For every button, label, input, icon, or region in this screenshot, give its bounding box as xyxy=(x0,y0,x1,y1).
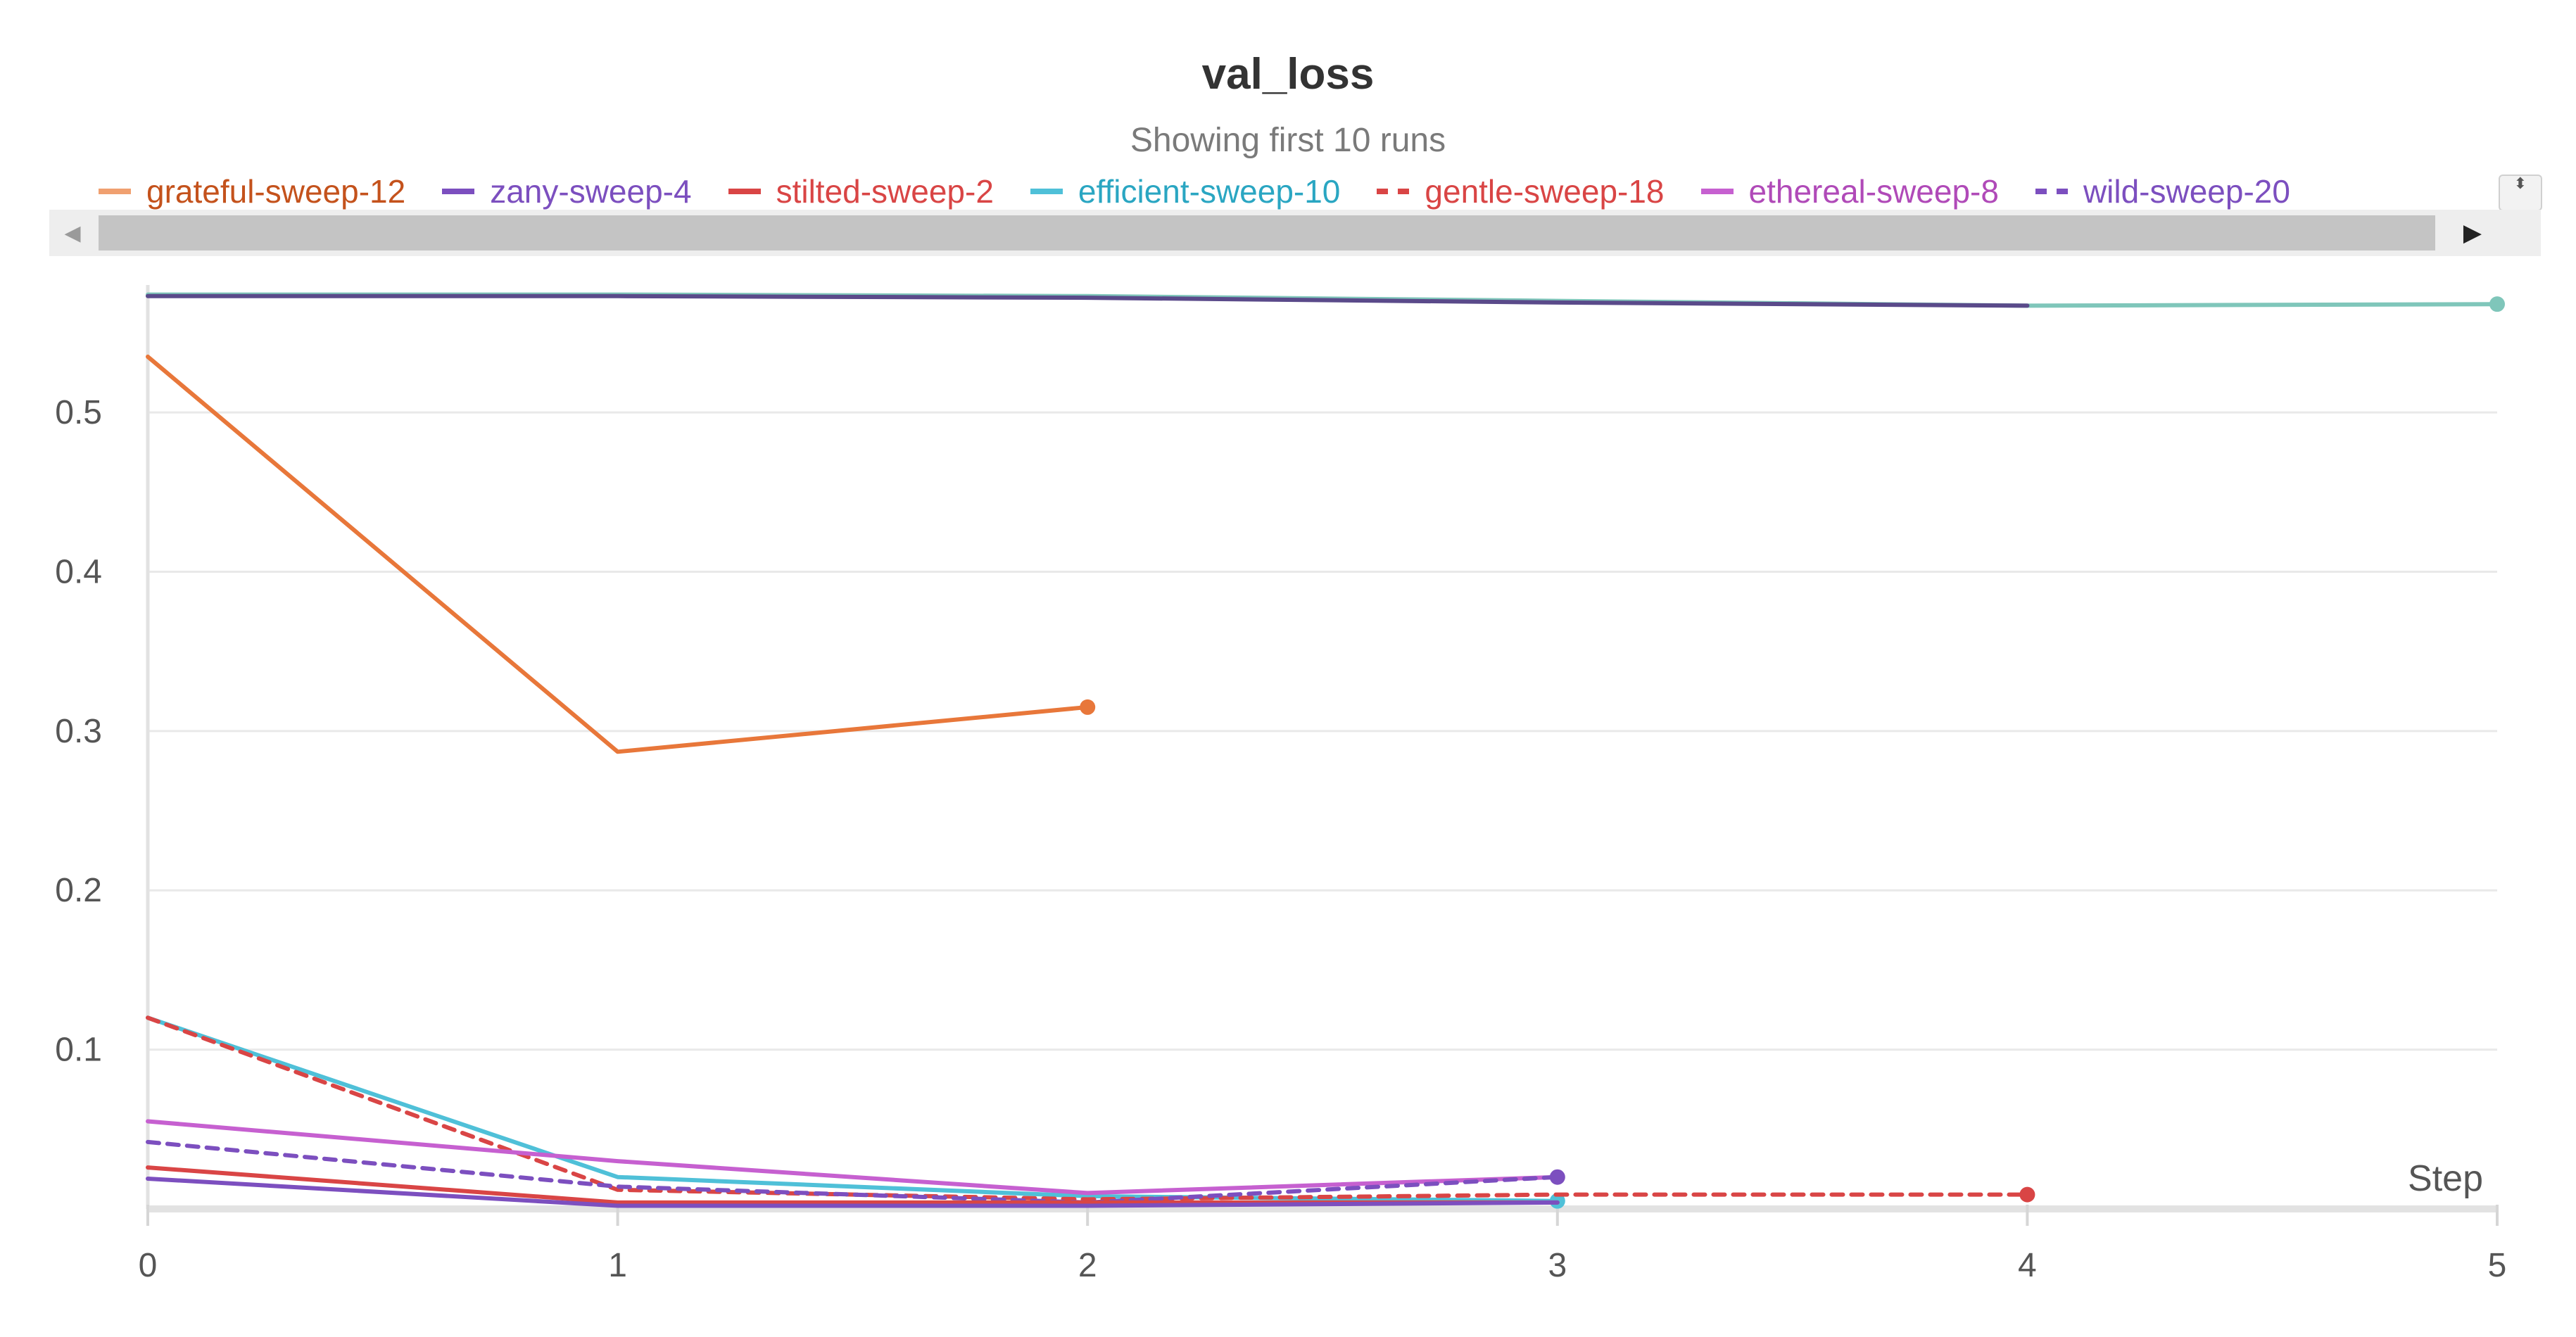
series-line xyxy=(146,1177,1560,1208)
legend-item[interactable]: ethereal-sweep-8 xyxy=(1700,172,1999,210)
legend-swatch xyxy=(99,189,131,194)
y-tick-label: 0.5 xyxy=(55,394,102,431)
y-tick-label: 0.2 xyxy=(55,872,102,909)
x-tick-label: 5 xyxy=(2488,1247,2507,1284)
x-tick-label: 3 xyxy=(1548,1247,1567,1284)
chart-title: val_loss xyxy=(1201,50,1375,99)
x-axis-label: Step xyxy=(2408,1158,2483,1199)
series-line xyxy=(146,354,1090,754)
x-tick-label: 2 xyxy=(1078,1247,1097,1284)
legend-item[interactable]: wild-sweep-20 xyxy=(2035,172,2290,210)
legend-item[interactable]: grateful-sweep-12 xyxy=(99,172,405,210)
legend-swatch xyxy=(1377,189,1410,194)
y-tick-label: 0.1 xyxy=(55,1032,102,1069)
series-line xyxy=(146,293,2030,308)
y-tick-label: 0.4 xyxy=(55,553,102,590)
legend-item[interactable]: stilted-sweep-2 xyxy=(728,172,994,210)
legend-swatch xyxy=(442,189,475,194)
legend-item[interactable]: zany-sweep-4 xyxy=(442,172,692,210)
series-line xyxy=(146,1015,2030,1202)
series-line xyxy=(146,1139,1560,1205)
series-end-point xyxy=(1549,1169,1565,1185)
legend-label: stilted-sweep-2 xyxy=(776,173,994,210)
legend-swatch xyxy=(728,189,761,194)
series-end-point xyxy=(2489,296,2505,312)
scroll-right-icon[interactable]: ▶ xyxy=(2463,220,2482,246)
series-line xyxy=(146,1015,1560,1203)
legend-item[interactable]: gentle-sweep-18 xyxy=(1377,172,1665,210)
legend-label: ethereal-sweep-8 xyxy=(1748,173,1999,210)
legend-label: gentle-sweep-18 xyxy=(1425,173,1665,210)
legend-stepper-icon[interactable]: ⬍ xyxy=(2499,175,2542,211)
x-tick-label: 4 xyxy=(2018,1247,2037,1284)
legend-swatch xyxy=(1030,189,1063,194)
legend-scroll-thumb[interactable] xyxy=(99,215,2435,251)
legend: grateful-sweep-12 zany-sweep-4 stilted-swe… xyxy=(99,169,2492,214)
series-end-point xyxy=(1080,699,1096,715)
series-line xyxy=(146,1119,1560,1196)
x-tick-label: 1 xyxy=(608,1247,627,1284)
legend-swatch xyxy=(1700,189,1734,194)
y-tick-label: 0.3 xyxy=(55,713,102,750)
x-tick-label: 0 xyxy=(139,1247,158,1284)
legend-label: zany-sweep-4 xyxy=(490,173,692,210)
scroll-left-icon[interactable]: ◀ xyxy=(64,221,81,245)
chart-subtitle: Showing first 10 runs xyxy=(1130,122,1446,159)
legend-label: efficient-sweep-10 xyxy=(1078,173,1341,210)
legend-item[interactable]: efficient-sweep-10 xyxy=(1030,172,1340,210)
legend-swatch xyxy=(2035,189,2068,194)
series-end-point xyxy=(2019,1186,2035,1203)
legend-label: grateful-sweep-12 xyxy=(146,173,406,210)
legend-label: wild-sweep-20 xyxy=(2083,173,2290,210)
